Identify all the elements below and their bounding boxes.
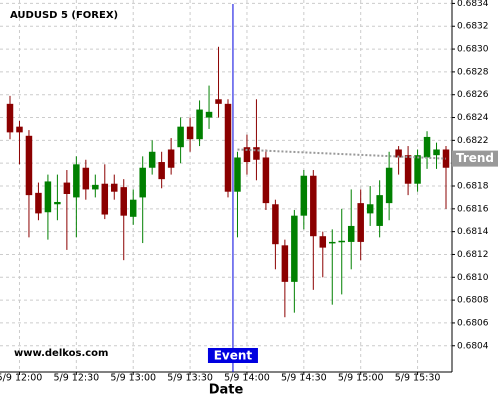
candle-body (54, 201, 61, 205)
candle-body (120, 187, 127, 216)
y-tick-label: 0.6808 (457, 296, 489, 306)
y-tick-label: 0.6818 (457, 182, 489, 192)
candle-body (414, 155, 421, 184)
y-tick-label: 0.6812 (457, 250, 489, 260)
y-tick-label: 0.6814 (457, 227, 489, 237)
candle-body (44, 181, 52, 213)
candle-body (253, 147, 260, 160)
candle-body (73, 164, 80, 198)
candle-body (63, 182, 71, 194)
x-axis-label: Date (209, 383, 244, 398)
candle-body (310, 175, 317, 237)
candle-body (158, 162, 165, 180)
trend-label: Trend (456, 151, 494, 165)
candle-body (243, 147, 251, 163)
y-tick-label: 0.6816 (457, 204, 489, 214)
candle-body (423, 136, 431, 158)
candle-body (215, 99, 222, 104)
candle-body (300, 175, 308, 216)
candle-body (129, 199, 137, 217)
candle-body (433, 149, 440, 156)
candle-body (101, 183, 109, 215)
candle-body (16, 126, 23, 133)
y-tick-label: 0.6806 (457, 318, 489, 328)
y-tick-label: 0.6804 (457, 341, 489, 351)
y-tick-label: 0.6832 (457, 22, 489, 32)
candle-body (404, 155, 412, 184)
y-tick-label: 0.6810 (457, 273, 489, 283)
watermark: www.delkos.com (14, 348, 108, 359)
y-tick-label: 0.6822 (457, 136, 489, 146)
candle-body (319, 236, 327, 248)
candle-body (35, 192, 42, 214)
x-tick-label: 5/9 13:00 (110, 373, 156, 384)
candle-body (395, 149, 402, 158)
y-tick-label: 0.6834 (457, 0, 489, 9)
candle-body (148, 151, 156, 168)
event-label: Event (214, 349, 253, 363)
candle-body (291, 215, 298, 282)
trend-line (237, 148, 447, 160)
candle-body (329, 241, 336, 244)
y-tick-label: 0.6828 (457, 67, 489, 77)
x-tick-label: 5/9 15:30 (395, 373, 441, 384)
event-label-box (207, 348, 258, 363)
candle-body (224, 103, 232, 192)
candle-body (347, 225, 355, 242)
candle-body (205, 111, 213, 118)
x-tick-label: 5/9 15:00 (338, 373, 384, 384)
x-tick-label: 5/9 14:00 (224, 373, 270, 384)
x-tick-label: 5/9 14:30 (281, 373, 327, 384)
candle-body (92, 184, 99, 190)
candle-body (338, 240, 345, 243)
candle-body (376, 195, 383, 226)
x-tick-label: 5/9 12:00 (0, 373, 42, 384)
candle-body (6, 103, 14, 133)
candles (6, 46, 450, 318)
candle-body (262, 157, 270, 204)
candle-body (111, 183, 118, 192)
candle-body (366, 204, 374, 214)
y-tick-label: 0.6824 (457, 113, 489, 123)
x-tick-label: 5/9 13:30 (167, 373, 213, 384)
candle-body (186, 126, 194, 140)
candle-body (272, 204, 279, 245)
candle-body (281, 245, 289, 282)
candle-body (196, 109, 203, 140)
chart-title: AUDUSD 5 (FOREX) (10, 10, 118, 21)
y-tick-label: 0.6826 (457, 90, 489, 100)
x-tick-label: 5/9 12:30 (54, 373, 100, 384)
candle-body (25, 135, 33, 196)
candle-body (177, 126, 184, 148)
y-tick-label: 0.6830 (457, 45, 489, 55)
trend-label-box (452, 150, 498, 167)
candle-body (357, 203, 364, 242)
candle-body (385, 167, 393, 204)
candle-body (234, 157, 241, 192)
candle-body (82, 167, 90, 190)
candle-body (167, 149, 175, 168)
candle-body (139, 167, 146, 198)
